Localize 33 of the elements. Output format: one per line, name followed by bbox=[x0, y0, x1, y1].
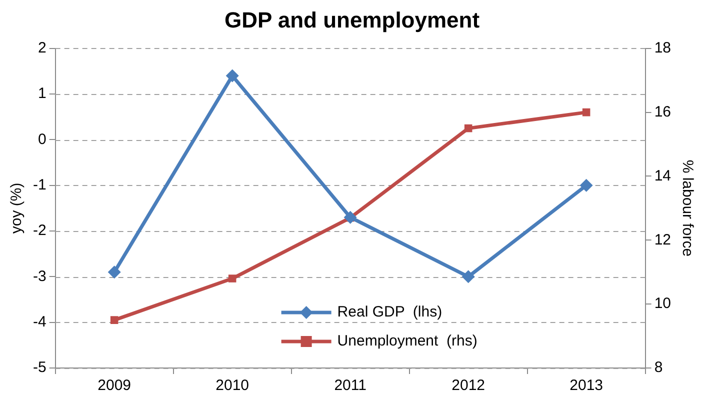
x-tick-label: 2009 bbox=[98, 377, 132, 394]
point bbox=[344, 210, 357, 224]
y2-tick-label: 16 bbox=[654, 103, 672, 120]
chart-title: GDP and unemployment bbox=[224, 7, 480, 32]
y2-tick-label: 14 bbox=[654, 167, 672, 184]
point bbox=[110, 316, 118, 324]
x-tick-label: 2010 bbox=[216, 377, 250, 394]
y2-tick-label: 18 bbox=[654, 40, 672, 57]
y-axis-title: yoy (%) bbox=[8, 182, 26, 234]
y-tick-label: -5 bbox=[32, 359, 46, 376]
legend-label: Unemployment (rhs) bbox=[337, 332, 478, 350]
point bbox=[464, 124, 472, 132]
y-tick-label: 2 bbox=[38, 40, 46, 57]
y-tick-label: 0 bbox=[38, 130, 46, 148]
x-tick-label: 2011 bbox=[334, 377, 366, 394]
y-tick-label: -1 bbox=[32, 176, 46, 194]
point bbox=[108, 266, 121, 279]
y-tick-label: -3 bbox=[32, 268, 46, 285]
x-tick-label: 2013 bbox=[570, 377, 604, 394]
y-tick-label: -2 bbox=[32, 222, 46, 240]
point bbox=[462, 270, 475, 284]
y2-tick-label: 12 bbox=[654, 231, 672, 248]
x-tick-label: 2012 bbox=[452, 377, 486, 394]
y2-tick-label: 10 bbox=[654, 295, 672, 312]
point bbox=[228, 274, 236, 282]
point bbox=[580, 178, 593, 192]
y-tick-label: -4 bbox=[32, 313, 46, 330]
y2-axis-title: % labour force bbox=[678, 160, 696, 257]
y-tick-label: 1 bbox=[38, 85, 46, 102]
point bbox=[226, 69, 239, 82]
point bbox=[582, 108, 590, 116]
legend-label: Real GDP (lhs) bbox=[337, 304, 442, 321]
y2-tick-label: 8 bbox=[654, 359, 663, 376]
